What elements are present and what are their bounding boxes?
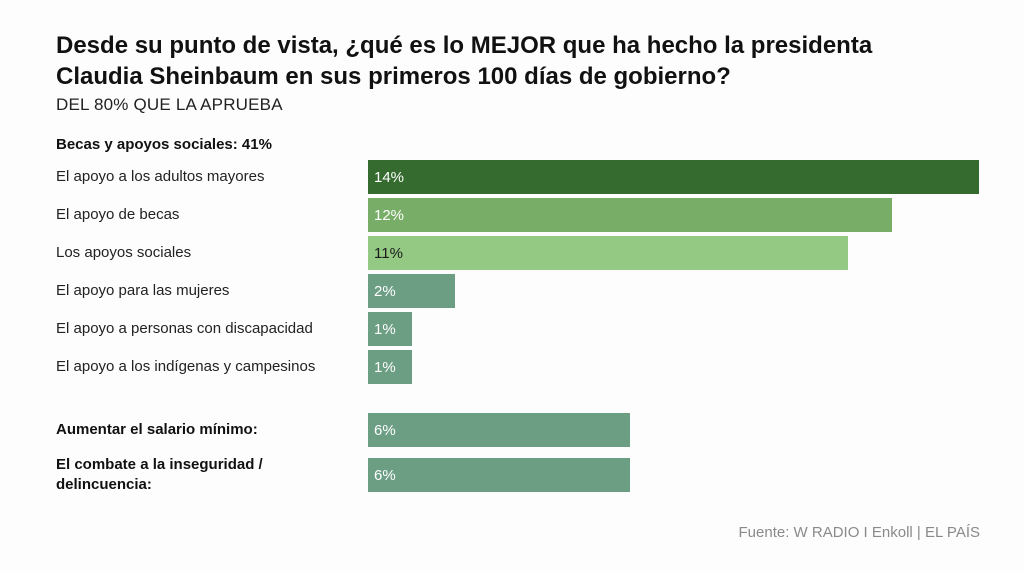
group-header-becas: Becas y apoyos sociales: 41% — [56, 136, 272, 153]
bar: 14% — [368, 160, 979, 194]
bar: 6% — [368, 413, 630, 447]
bar-value-label: 1% — [374, 320, 396, 338]
bar: 12% — [368, 198, 892, 232]
bar-value-label: 11% — [374, 244, 403, 262]
bar: 11% — [368, 236, 848, 270]
bar: 2% — [368, 274, 455, 308]
bar-row: El apoyo de becas 12% — [0, 198, 1024, 232]
bar-label: El apoyo a los adultos mayores — [56, 168, 265, 185]
bar-row: El apoyo a personas con discapacidad 1% — [0, 312, 1024, 346]
bar-value-label: 2% — [374, 282, 396, 300]
bar-label: Los apoyos sociales — [56, 244, 192, 261]
bar-row: El apoyo a los adultos mayores 14% — [0, 160, 1024, 194]
bar-label: El combate a la inseguridad / delincuenc… — [56, 456, 263, 493]
source-credit: Fuente: W RADIO I Enkoll | EL PAÍS — [738, 524, 980, 541]
bar-row: Los apoyos sociales 11% — [0, 236, 1024, 270]
bar-value-label: 14% — [374, 168, 405, 186]
bar-label: El apoyo a personas con discapacidad — [56, 320, 313, 337]
chart-title: Desde su punto de vista, ¿qué es lo MEJO… — [56, 32, 873, 90]
chart-subtitle: DEL 80% QUE LA APRUEBA — [56, 95, 283, 114]
bar: 6% — [368, 458, 630, 492]
bar-row: El combate a la inseguridad / delincuenc… — [0, 456, 1024, 493]
bar-row: El apoyo a los indígenas y campesinos 1% — [0, 350, 1024, 384]
bar-row: El apoyo para las mujeres 2% — [0, 274, 1024, 308]
bar-row: Aumentar el salario mínimo: 6% — [0, 413, 1024, 447]
bar-label: El apoyo para las mujeres — [56, 282, 230, 299]
bar-value-label: 6% — [374, 466, 396, 484]
bar-value-label: 12% — [374, 206, 405, 224]
bar-label: Aumentar el salario mínimo: — [56, 421, 258, 438]
bar-label: El apoyo de becas — [56, 206, 180, 223]
bar-value-label: 1% — [374, 358, 396, 376]
bar: 1% — [368, 350, 412, 384]
bar: 1% — [368, 312, 412, 346]
bar-value-label: 6% — [374, 421, 396, 439]
bar-label: El apoyo a los indígenas y campesinos — [56, 358, 316, 375]
